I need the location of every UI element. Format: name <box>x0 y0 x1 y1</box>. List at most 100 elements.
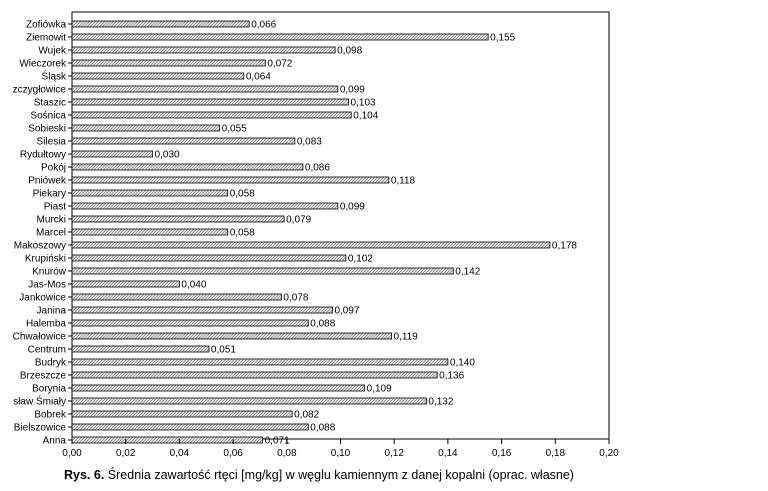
value-label: 0,136 <box>439 371 464 382</box>
value-label: 0,099 <box>340 85 365 96</box>
y-tick-label: Ziemowit <box>26 33 66 44</box>
value-label: 0,030 <box>155 150 180 161</box>
bar <box>71 59 266 67</box>
bar <box>71 384 366 392</box>
value-label: 0,071 <box>265 436 290 447</box>
bar <box>71 85 339 93</box>
bar <box>71 280 180 288</box>
value-label: 0,109 <box>367 384 392 395</box>
value-label: 0,088 <box>310 319 335 330</box>
value-label: 0,178 <box>552 241 577 252</box>
x-tick-label: 0,04 <box>170 448 190 459</box>
x-tick-label: 0,14 <box>438 448 458 459</box>
bar <box>71 137 296 145</box>
value-label: 0,142 <box>455 267 480 278</box>
value-label: 0,072 <box>267 59 292 70</box>
y-tick-label: zczygłowice <box>13 85 67 96</box>
x-tick-label: 0,00 <box>62 448 82 459</box>
x-tick-label: 0,20 <box>599 448 619 459</box>
y-tick-label: Makoszowy <box>14 241 66 252</box>
bar <box>71 436 264 444</box>
bar <box>71 46 336 54</box>
value-label: 0,086 <box>305 163 330 174</box>
bars-layer <box>71 20 551 444</box>
y-tick-label: Piast <box>44 202 66 213</box>
value-label: 0,155 <box>490 33 515 44</box>
y-tick-label: Knurów <box>32 267 67 278</box>
value-label: 0,097 <box>334 306 359 317</box>
bar <box>71 397 427 405</box>
x-tick-label: 0,06 <box>223 448 243 459</box>
value-label: 0,082 <box>294 410 319 421</box>
value-label: 0,088 <box>310 423 335 434</box>
value-label: 0,102 <box>348 254 373 265</box>
bar <box>71 33 489 41</box>
y-tick-label: Halemba <box>26 319 66 330</box>
bar <box>71 371 438 379</box>
x-axis-ticks: 0,00 0,02 0,04 0,06 0,08 0,10 0,12 0,14 0,16 0,18… <box>62 439 619 459</box>
value-label: 0,132 <box>428 397 453 408</box>
x-tick-label: 0,10 <box>331 448 351 459</box>
y-tick-label: Centrum <box>28 345 66 356</box>
value-label: 0,058 <box>230 189 255 200</box>
bar <box>71 254 347 262</box>
bar <box>71 410 293 418</box>
y-tick-label: Jas-Mos <box>28 280 66 291</box>
y-tick-label: Anna <box>43 436 67 447</box>
caption-prefix: Rys. 6. <box>64 468 105 482</box>
y-tick-label: Piekary <box>33 189 66 200</box>
y-tick-label: Wujek <box>38 46 67 57</box>
y-tick-label: Zofiówka <box>26 20 66 31</box>
bar <box>71 306 333 314</box>
y-tick-label: Wieczorek <box>19 59 67 70</box>
bar <box>71 72 245 80</box>
y-tick-label: Pokój <box>41 163 66 174</box>
bar <box>71 124 221 132</box>
y-tick-label: Murcki <box>37 215 66 226</box>
y-tick-label: Brzeszcze <box>20 371 67 382</box>
value-label: 0,040 <box>181 280 206 291</box>
value-label: 0,055 <box>222 124 247 135</box>
value-label: 0,066 <box>251 20 276 31</box>
bar <box>71 358 449 366</box>
value-label: 0,051 <box>211 345 236 356</box>
value-label: 0,079 <box>286 215 311 226</box>
y-tick-label: Budryk <box>35 358 67 369</box>
y-tick-label: Sośnica <box>30 111 66 122</box>
y-tick-label: Staszic <box>34 98 66 109</box>
bar <box>71 150 153 158</box>
y-tick-label: Bobrek <box>34 410 67 421</box>
bar <box>71 163 304 171</box>
value-label: 0,140 <box>450 358 475 369</box>
bar <box>71 202 339 210</box>
value-label: 0,104 <box>353 111 378 122</box>
y-tick-label: Janina <box>37 306 67 317</box>
value-label: 0,058 <box>230 228 255 239</box>
value-labels: 0,066 0,155 0,098 0,072 0,064 0,099 0,103 0,104… <box>155 20 578 447</box>
x-tick-label: 0,18 <box>546 448 566 459</box>
bar <box>71 228 229 236</box>
bar <box>71 241 551 249</box>
bar <box>71 20 250 28</box>
value-label: 0,118 <box>391 176 416 187</box>
caption-text: Średnia zawartość rtęci [mg/kg] w węglu … <box>107 468 574 482</box>
value-label: 0,098 <box>337 46 362 57</box>
bar <box>71 215 285 223</box>
y-tick-label: Marcel <box>36 228 66 239</box>
y-tick-label: Jankowice <box>19 293 66 304</box>
bar <box>71 423 309 431</box>
figure-caption: Rys. 6. Średnia zawartość rtęci [mg/kg] … <box>64 468 754 482</box>
y-tick-label: sław Śmiały <box>13 395 66 408</box>
y-tick-label: Silesia <box>37 137 67 148</box>
y-tick-label: Sobieski <box>28 124 66 135</box>
bar <box>71 189 229 197</box>
bar <box>71 293 282 301</box>
value-label: 0,099 <box>340 202 365 213</box>
bar <box>71 345 210 353</box>
x-tick-label: 0,02 <box>116 448 136 459</box>
bar <box>71 267 454 275</box>
y-tick-label: Chwałowice <box>13 332 67 343</box>
x-tick-label: 0,16 <box>492 448 512 459</box>
